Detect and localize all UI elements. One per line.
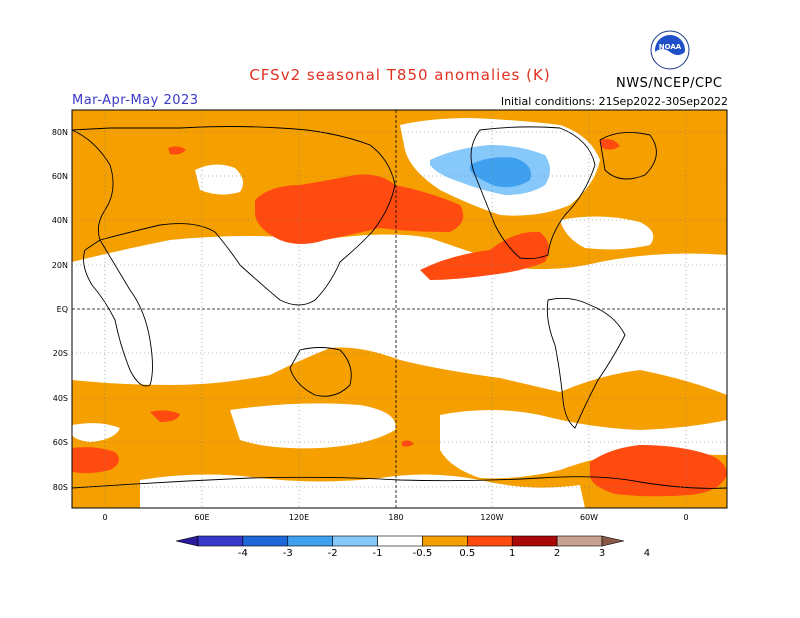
chart-title: CFSv2 seasonal T850 anomalies (K) — [249, 66, 551, 84]
lon-label: 180 — [388, 513, 403, 522]
lat-label: 40S — [53, 394, 68, 403]
logo-text: NOAA — [659, 43, 682, 51]
lon-label: 0 — [102, 513, 107, 522]
lat-label: 80N — [52, 128, 68, 137]
lat-label: 60N — [52, 172, 68, 181]
colorbar-swatch — [511, 535, 558, 547]
lon-axis: 0 60E 120E 180 120W 60W 0 — [102, 513, 688, 522]
colorbar-swatch — [332, 535, 378, 547]
coastlines — [72, 126, 727, 489]
colorbar-swatch — [467, 535, 513, 547]
lat-label: 80S — [53, 483, 68, 492]
agency-label: NWS/NCEP/CPC — [616, 76, 723, 91]
colorbar-tick-label: -1 — [372, 548, 383, 559]
cold-mid-region — [470, 157, 531, 188]
neutral-region — [230, 403, 396, 449]
neutral-region — [72, 234, 727, 395]
lon-label: 120E — [289, 513, 309, 522]
lat-label: EQ — [57, 305, 68, 314]
neutral-region — [440, 410, 727, 479]
noaa-logo-icon: NOAA — [650, 30, 690, 70]
colorbar-arrow-low — [175, 535, 199, 547]
neutral-region — [140, 474, 585, 508]
lon-label: 60E — [194, 513, 209, 522]
lon-label: 120W — [480, 513, 503, 522]
warm-strong-region — [168, 146, 186, 155]
colorbar-swatch — [377, 535, 423, 547]
colorbar-tick-label: 4 — [643, 548, 651, 559]
warm-strong-region — [255, 174, 464, 244]
lon-label: 60W — [580, 513, 598, 522]
initial-conditions-label: Initial conditions: 21Sep2022-30Sep2022 — [500, 95, 728, 108]
warm-strong-region — [420, 231, 549, 280]
lon-label: 0 — [683, 513, 688, 522]
map-fields — [72, 110, 727, 508]
colorbar-swatch — [242, 535, 289, 547]
colorbar — [175, 535, 625, 547]
colorbar-tick-label: -0.5 — [412, 548, 433, 559]
colorbar-arrow-high — [601, 535, 625, 547]
lat-label: 20S — [53, 349, 68, 358]
colorbar-tick-label: 0.5 — [459, 548, 476, 559]
colorbar-tick-label: -4 — [237, 548, 248, 559]
colorbar-tick-label: -3 — [282, 548, 293, 559]
warm-strong-region — [72, 447, 119, 474]
colorbar-swatch — [197, 535, 244, 547]
colorbar-tick-label: 3 — [598, 548, 606, 559]
neutral-region — [72, 423, 120, 442]
warm-strong-region — [150, 410, 180, 422]
neutral-region — [195, 164, 244, 195]
colorbar-swatch — [287, 535, 333, 547]
colorbar-tick-label: -2 — [327, 548, 338, 559]
warm-strong-region — [600, 138, 620, 150]
colorbar-swatch — [422, 535, 468, 547]
colorbar-tick-label: 1 — [509, 548, 516, 559]
warm-strong-region — [590, 445, 727, 497]
map-frame — [71, 109, 728, 509]
season-label: Mar-Apr-May 2023 — [72, 93, 199, 108]
lat-label: 20N — [52, 261, 68, 270]
lat-label: 60S — [53, 438, 68, 447]
colorbar-tick-label: 2 — [553, 548, 561, 559]
lat-axis: 80N 60N 40N 20N EQ 20S 40S 60S 80S — [52, 128, 68, 492]
colorbar-swatch — [556, 535, 603, 547]
neutral-region — [560, 216, 654, 250]
lat-label: 40N — [52, 216, 68, 225]
